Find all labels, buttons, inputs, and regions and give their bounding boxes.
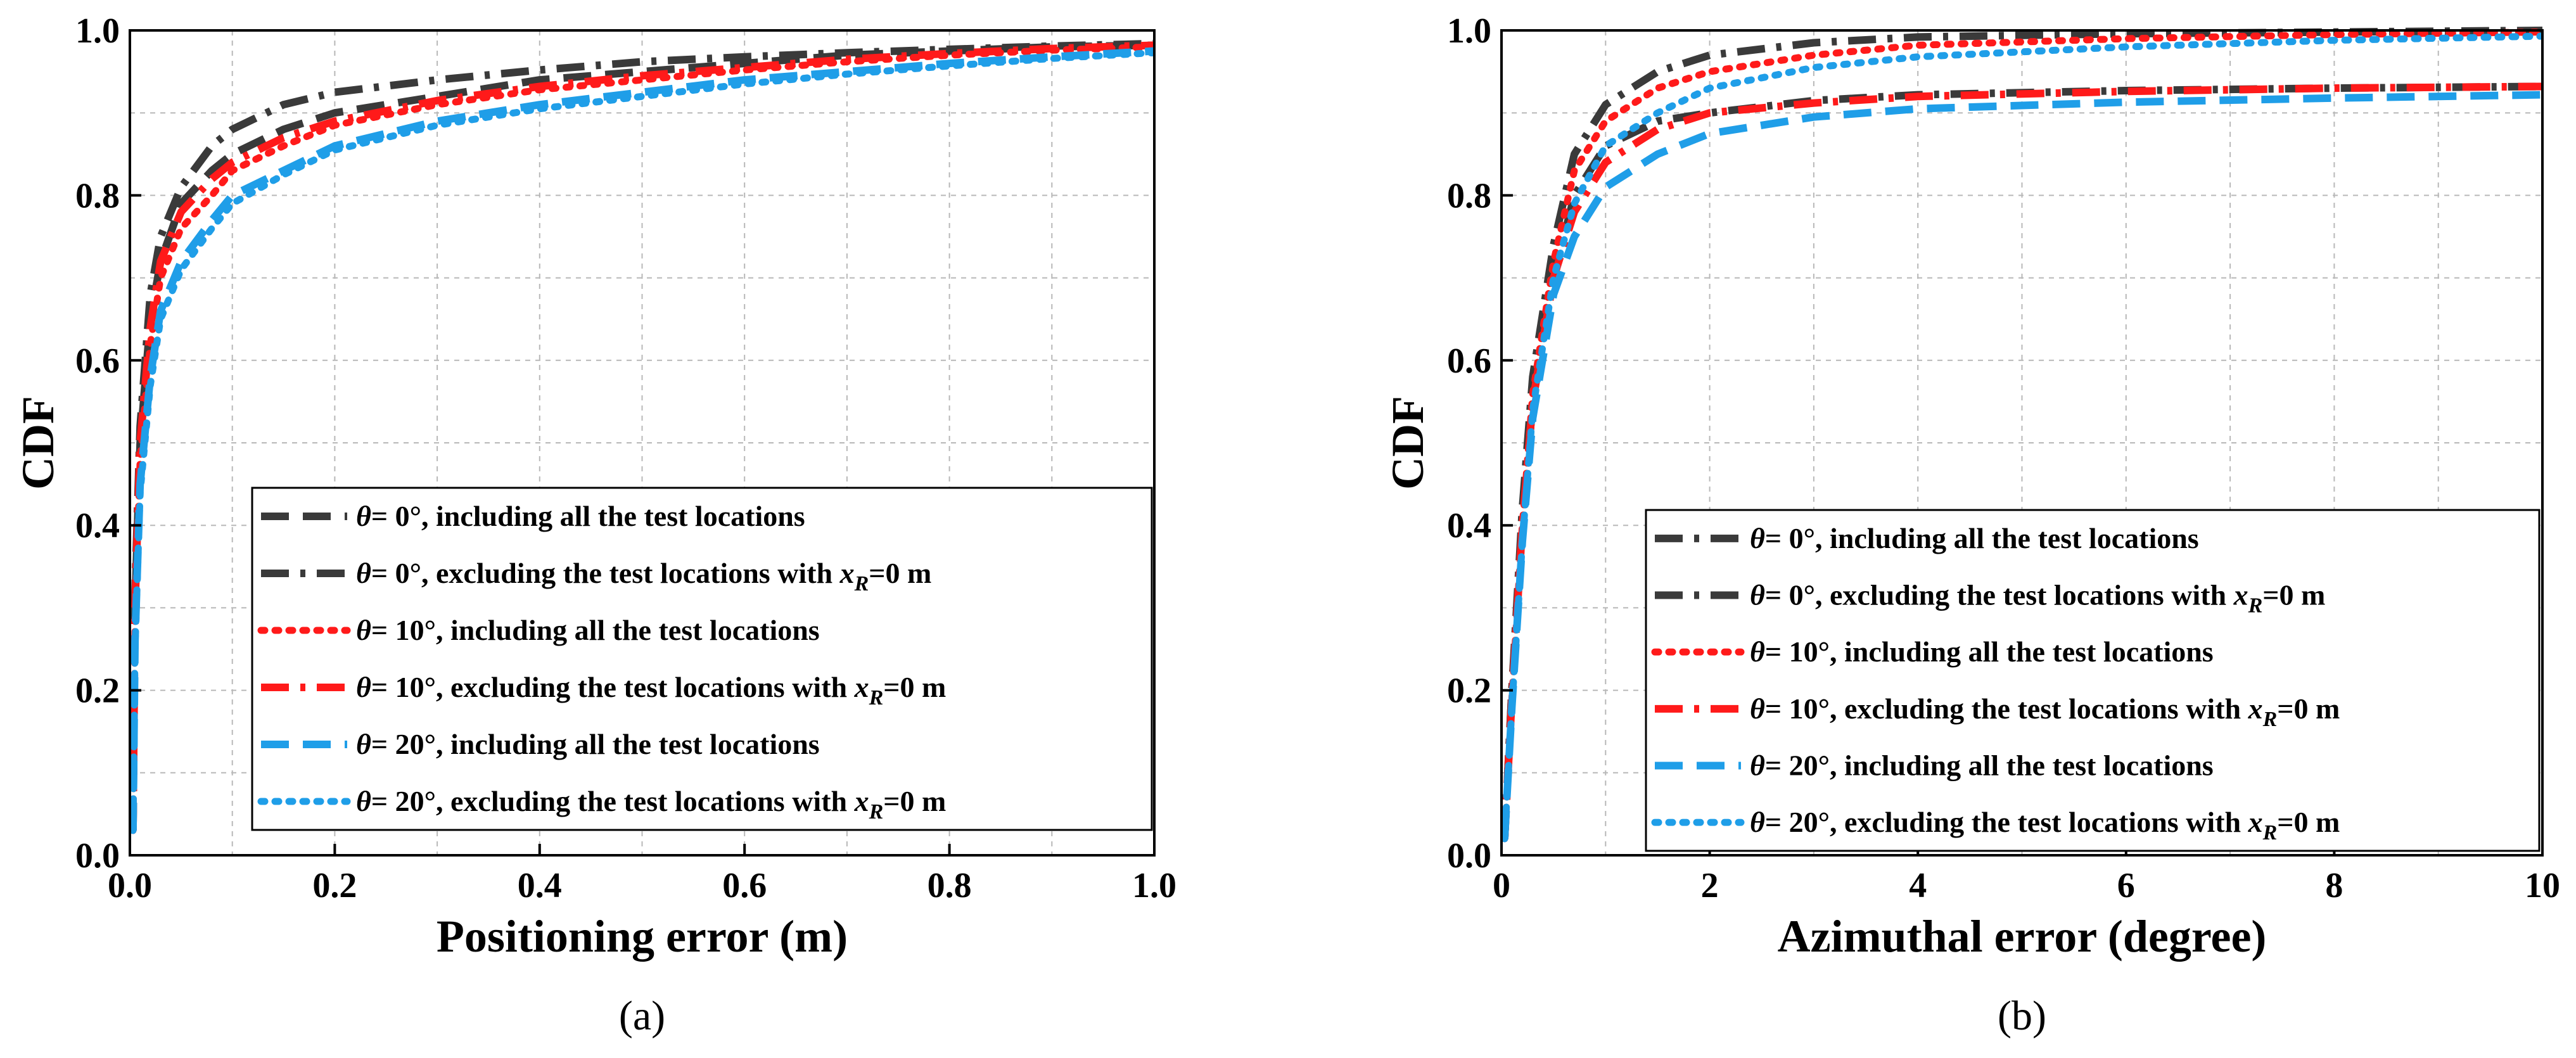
y-tick-label: 0.2	[75, 672, 120, 711]
chart-panel-b: 0 2 4 6 8 10 0.0 0.2 0.4 0.6 0.8 1.0 Azimuthal error…	[1382, 11, 2560, 1039]
legend-entry-1: θ= 0°, including all the test locations	[1750, 522, 2199, 554]
x-tick-label: 0.8	[928, 866, 972, 905]
panel-label: (a)	[619, 993, 665, 1039]
x-tick-label: 0.4	[518, 866, 562, 905]
x-tick-label: 8	[2325, 866, 2343, 905]
legend: θ= 0°, including all the test locations θ…	[251, 487, 1153, 831]
y-axis-title: CDF	[13, 396, 63, 490]
x-tick-label: 0.6	[722, 866, 767, 905]
x-axis-title: Positioning error (m)	[437, 911, 848, 962]
series-line-4	[130, 41, 1154, 831]
legend-entry-3: θ= 10°, including all the test locations	[356, 614, 820, 646]
x-tick-label: 1.0	[1132, 866, 1176, 905]
legend-entry-6: θ= 20°, excluding the test locations wit…	[1750, 806, 2340, 844]
y-tick-label: 0.6	[1447, 341, 1491, 381]
y-tick-label: 0.0	[1447, 836, 1491, 876]
series-group	[130, 39, 1154, 834]
plot-frame	[129, 29, 1156, 857]
chart-panel-a: 0.0 0.2 0.4 0.6 0.8 1.0 0.0 0.2 0.4 0.6 0.8 1.0 Posi…	[13, 11, 1176, 1039]
x-tick-label: 0.0	[108, 866, 152, 905]
x-tick-label: 0	[1493, 866, 1510, 905]
legend-box	[251, 487, 1153, 831]
series-group	[1502, 27, 2542, 843]
x-tick-label: 6	[2117, 866, 2135, 905]
y-tick-label: 0.4	[1447, 506, 1491, 545]
legend-entry-2: θ= 0°, excluding the test locations with…	[356, 557, 931, 596]
y-tick-label: 0.8	[1447, 176, 1491, 215]
legend-box	[1645, 509, 2541, 852]
x-tick-label: 0.2	[312, 866, 357, 905]
legend-entry-4: θ= 10°, excluding the test locations wit…	[356, 671, 946, 710]
y-tick-label: 1.0	[1447, 11, 1491, 51]
x-tick-label: 10	[2525, 866, 2560, 905]
y-tick-label: 0.8	[75, 176, 120, 215]
legend-entry-4: θ= 10°, excluding the test locations wit…	[1750, 692, 2340, 731]
x-axis-title: Azimuthal error (degree)	[1778, 911, 2267, 962]
series-line-6	[1502, 32, 2542, 843]
y-tick-label: 0.2	[1447, 672, 1491, 711]
legend: θ= 0°, including all the test locations θ…	[1645, 509, 2541, 852]
legend-entry-2: θ= 0°, excluding the test locations with…	[1750, 579, 2325, 618]
plot-frame	[1500, 29, 2544, 857]
legend-entry-5: θ= 20°, including all the test locations	[356, 728, 820, 760]
x-tick-label: 4	[1909, 866, 1927, 905]
series-line-6	[130, 49, 1154, 834]
legend-entry-5: θ= 20°, including all the test locations	[1750, 749, 2214, 782]
y-tick-label: 0.6	[75, 341, 120, 381]
series-line-1	[130, 41, 1154, 831]
legend-entry-1: θ= 0°, including all the test locations	[356, 500, 805, 532]
legend-entry-3: θ= 10°, including all the test locations	[1750, 635, 2214, 668]
y-tick-label: 1.0	[75, 11, 120, 51]
y-axis-title: CDF	[1382, 396, 1433, 490]
x-tick-label: 2	[1701, 866, 1719, 905]
panel-label: (b)	[1998, 993, 2046, 1039]
legend-entry-6: θ= 20°, excluding the test locations wit…	[356, 785, 946, 824]
y-tick-label: 0.0	[75, 836, 120, 876]
y-tick-label: 0.4	[75, 506, 120, 545]
